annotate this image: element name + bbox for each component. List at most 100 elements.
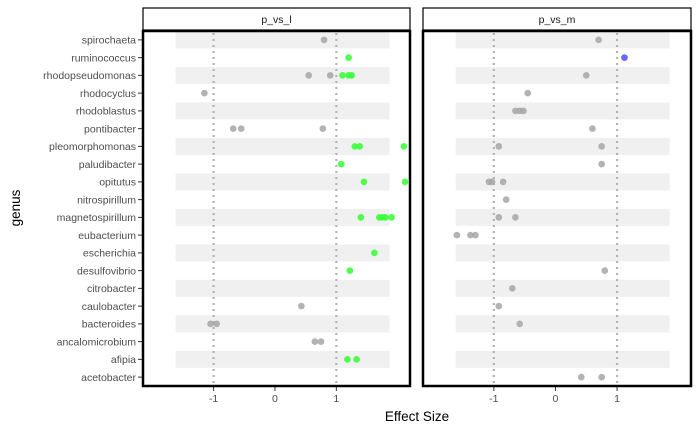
y-tick-label: escherichia bbox=[83, 248, 136, 260]
data-point bbox=[319, 125, 327, 133]
data-point bbox=[589, 125, 596, 133]
row-band bbox=[175, 244, 390, 262]
data-point bbox=[320, 36, 328, 44]
x-tick-label: -1 bbox=[209, 393, 218, 405]
y-tick-label: caulobacter bbox=[82, 301, 137, 313]
y-tick-label: pontibacter bbox=[84, 123, 136, 135]
panel-border-left bbox=[141, 29, 412, 388]
data-point bbox=[200, 89, 208, 97]
plot-area-left bbox=[175, 31, 409, 384]
data-point bbox=[601, 267, 609, 275]
panel-border-right bbox=[421, 29, 693, 388]
panel-left: p_vs_l bbox=[141, 7, 412, 388]
data-point bbox=[343, 355, 351, 363]
y-axis-labels: spirochaeta ruminococcus rhodopseudomonas r… bbox=[43, 35, 142, 384]
x-tick-label: -1 bbox=[489, 393, 498, 405]
row-band bbox=[455, 31, 670, 49]
data-point bbox=[337, 160, 345, 168]
data-point bbox=[388, 213, 395, 221]
data-point bbox=[229, 125, 237, 133]
data-point bbox=[346, 267, 354, 275]
x-tick-label: 0 bbox=[553, 393, 559, 405]
data-point bbox=[348, 71, 356, 79]
data-point bbox=[370, 249, 378, 257]
data-point bbox=[356, 142, 364, 150]
y-tick-label: rhodopseudomonas bbox=[43, 70, 136, 82]
data-point bbox=[520, 107, 527, 115]
data-point bbox=[512, 213, 519, 221]
data-point bbox=[453, 231, 461, 239]
y-tick-label: opitutus bbox=[99, 177, 136, 189]
data-point bbox=[598, 373, 606, 381]
row-band bbox=[455, 315, 670, 333]
data-point bbox=[595, 36, 602, 44]
row-band bbox=[175, 279, 390, 297]
plot-area-right bbox=[453, 31, 670, 384]
row-band bbox=[455, 137, 670, 155]
data-point bbox=[353, 355, 360, 363]
y-tick-label: desulfovibrio bbox=[77, 265, 136, 277]
row-band bbox=[455, 102, 670, 120]
x-tick-label: 0 bbox=[272, 393, 278, 405]
y-tick-label: pleomorphomonas bbox=[49, 141, 136, 153]
y-tick-label: citrobacter bbox=[87, 283, 137, 295]
data-point bbox=[502, 196, 510, 204]
data-point bbox=[326, 71, 334, 79]
data-point bbox=[621, 54, 628, 62]
data-point bbox=[508, 284, 516, 292]
data-point bbox=[401, 178, 409, 186]
data-point bbox=[495, 142, 503, 150]
row-band bbox=[455, 279, 670, 297]
data-point bbox=[339, 71, 346, 79]
row-band bbox=[175, 102, 390, 120]
y-tick-label: ruminococcus bbox=[71, 52, 136, 64]
data-point bbox=[357, 213, 365, 221]
y-tick-label: bacteroides bbox=[82, 319, 136, 331]
strip-label-right: p_vs_m bbox=[539, 14, 576, 26]
row-band bbox=[175, 173, 390, 191]
data-point bbox=[311, 338, 319, 346]
row-band bbox=[455, 66, 670, 84]
x-axis-ticks: -1 0 1 -1 0 1 bbox=[209, 387, 620, 405]
data-point bbox=[237, 125, 245, 133]
row-band bbox=[175, 208, 390, 226]
data-point bbox=[499, 178, 507, 186]
y-tick-label: afipia bbox=[111, 354, 136, 366]
data-point bbox=[582, 71, 590, 79]
data-point bbox=[598, 160, 606, 168]
data-point bbox=[305, 71, 313, 79]
y-tick-label: rhodocyclus bbox=[80, 88, 136, 100]
y-tick-label: spirochaeta bbox=[82, 35, 136, 47]
data-point bbox=[213, 320, 221, 328]
row-band bbox=[175, 66, 390, 84]
y-tick-label: ancalomicrobium bbox=[57, 336, 137, 348]
data-point bbox=[524, 89, 532, 97]
x-tick-label: 1 bbox=[333, 393, 339, 405]
x-axis-title: Effect Size bbox=[385, 409, 449, 424]
y-tick-label: magnetospirillum bbox=[57, 212, 137, 224]
y-tick-label: paludibacter bbox=[79, 159, 137, 171]
x-tick-label: 1 bbox=[614, 393, 620, 405]
data-point bbox=[598, 142, 606, 150]
data-point bbox=[400, 142, 408, 150]
row-band bbox=[455, 208, 670, 226]
y-tick-label: acetobacter bbox=[81, 372, 136, 384]
data-point bbox=[360, 178, 368, 186]
row-band bbox=[455, 244, 670, 262]
data-point bbox=[345, 54, 353, 62]
data-point bbox=[471, 231, 479, 239]
panel-right: p_vs_m bbox=[421, 7, 693, 388]
y-tick-label: eubacterium bbox=[78, 230, 136, 242]
data-point bbox=[317, 338, 325, 346]
data-point bbox=[207, 320, 214, 328]
data-point bbox=[382, 213, 389, 221]
data-point bbox=[488, 178, 496, 186]
row-band bbox=[175, 31, 390, 49]
strip-label-left: p_vs_l bbox=[261, 14, 291, 26]
y-tick-label: rhodoblastus bbox=[76, 106, 136, 118]
data-point bbox=[577, 373, 585, 381]
row-band bbox=[455, 350, 670, 368]
y-tick-label: nitrospirillum bbox=[77, 194, 136, 206]
data-point bbox=[297, 302, 305, 310]
